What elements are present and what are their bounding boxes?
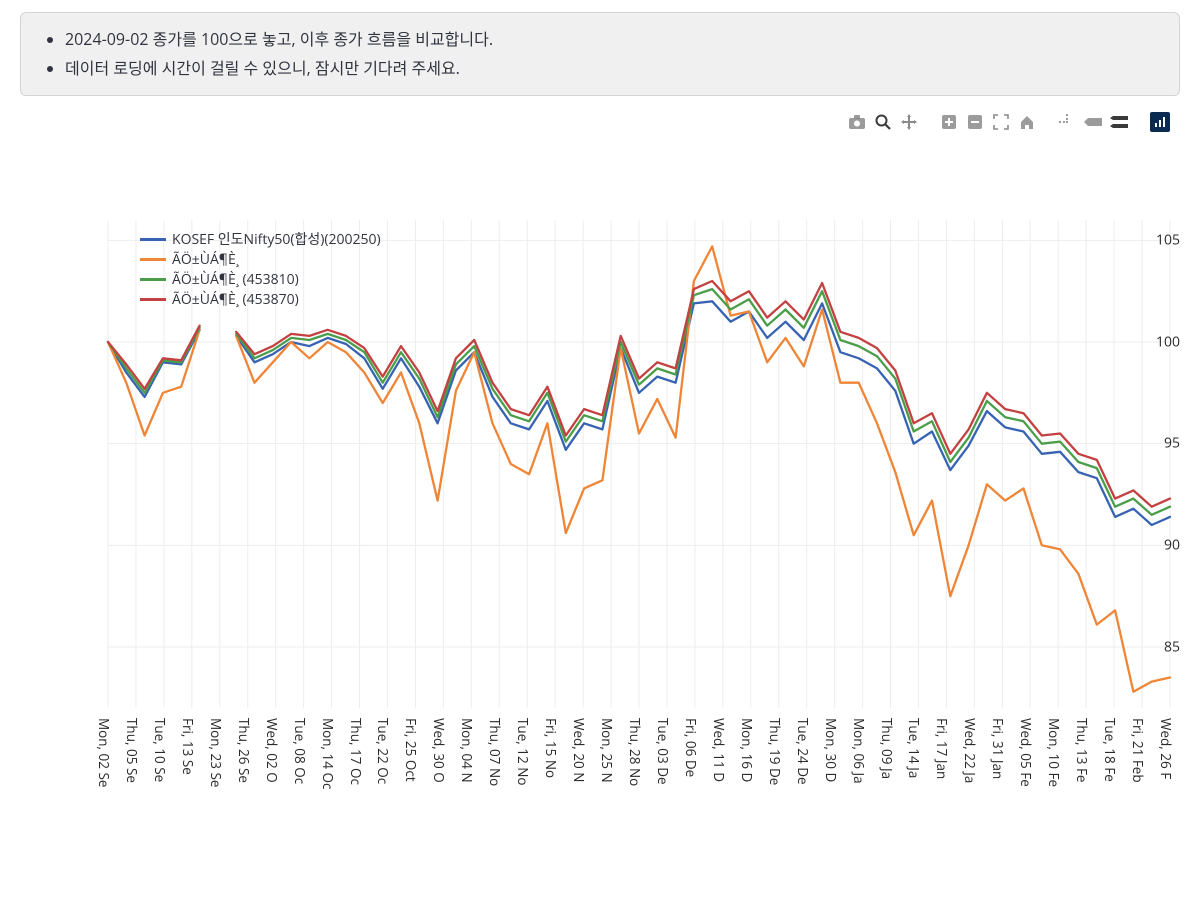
legend-item[interactable]: KOSEF 인도Nifty50(합성)(200250) bbox=[140, 230, 381, 250]
x-tick-label: Tue, 14 Ja bbox=[905, 718, 923, 778]
x-tick-label: Tue, 24 De bbox=[794, 718, 812, 785]
x-tick-label: Thu, 17 Oc bbox=[347, 718, 365, 785]
legend-swatch bbox=[140, 238, 166, 241]
x-tick-label: Wed, 26 F bbox=[1157, 718, 1175, 779]
y-tick-label: 105 bbox=[1106, 230, 1180, 249]
spike-icon[interactable] bbox=[1058, 113, 1076, 131]
x-tick-label: Wed, 30 O bbox=[430, 718, 448, 783]
zoom-out-icon[interactable] bbox=[966, 113, 984, 131]
x-tick-label: Tue, 22 Oc bbox=[374, 718, 392, 784]
x-tick-label: Mon, 06 Ja bbox=[850, 718, 868, 784]
x-tick-label: Tue, 10 Se bbox=[151, 718, 169, 782]
x-tick-label: Thu, 09 Ja bbox=[878, 718, 896, 779]
notice-box: 2024-09-02 종가를 100으로 놓고, 이후 종가 흐름을 비교합니다… bbox=[20, 12, 1180, 96]
x-tick-label: Thu, 26 Se bbox=[235, 718, 253, 783]
x-tick-label: Fri, 15 No bbox=[542, 718, 560, 778]
y-tick-label: 90 bbox=[1106, 535, 1180, 554]
x-tick-label: Tue, 12 No bbox=[514, 718, 532, 786]
x-tick-label: Fri, 25 Oct bbox=[402, 718, 420, 782]
x-tick-label: Wed, 11 D bbox=[710, 718, 728, 782]
compare-icon[interactable] bbox=[1110, 113, 1128, 131]
x-tick-label: Thu, 07 No bbox=[486, 718, 504, 786]
x-tick-label: Mon, 25 N bbox=[598, 718, 616, 783]
legend-item[interactable]: ÃÖ±ÙÁ¶È¸ (453810) bbox=[140, 270, 381, 290]
x-tick-label: Thu, 19 De bbox=[766, 718, 784, 785]
pan-icon[interactable] bbox=[900, 113, 918, 131]
x-tick-label: Fri, 31 Jan bbox=[989, 718, 1007, 779]
x-tick-label: Wed, 02 O bbox=[263, 718, 281, 783]
x-tick-label: Wed, 05 Fe bbox=[1017, 718, 1035, 787]
x-tick-label: Fri, 21 Feb bbox=[1129, 718, 1147, 783]
y-tick-label: 100 bbox=[1106, 332, 1180, 351]
x-tick-label: Thu, 28 No bbox=[626, 718, 644, 786]
zoom-in-icon[interactable] bbox=[940, 113, 958, 131]
x-tick-label: Tue, 18 Fe bbox=[1101, 718, 1119, 782]
x-tick-label: Tue, 08 Oc bbox=[291, 718, 309, 784]
x-tick-label: Mon, 16 D bbox=[738, 718, 756, 782]
x-tick-label: Wed, 22 Ja bbox=[961, 718, 979, 783]
notice-item: 2024-09-02 종가를 100으로 놓고, 이후 종가 흐름을 비교합니다… bbox=[65, 25, 1159, 54]
chart-toolbar bbox=[0, 106, 1200, 138]
legend-label: KOSEF 인도Nifty50(합성)(200250) bbox=[172, 230, 381, 250]
home-icon[interactable] bbox=[1018, 113, 1036, 131]
x-tick-label: Mon, 02 Se bbox=[95, 718, 113, 787]
x-tick-label: Mon, 23 Se bbox=[207, 718, 225, 787]
hover-icon[interactable] bbox=[1084, 113, 1102, 131]
legend-swatch bbox=[140, 278, 166, 281]
legend-item[interactable]: ÃÖ±ÙÁ¶È¸ bbox=[140, 250, 381, 270]
x-tick-label: Thu, 05 Se bbox=[123, 718, 141, 783]
zoom-icon[interactable] bbox=[874, 113, 892, 131]
legend-item[interactable]: ÃÖ±ÙÁ¶È¸ (453870) bbox=[140, 290, 381, 310]
autoscale-icon[interactable] bbox=[992, 113, 1010, 131]
plotly-icon[interactable] bbox=[1150, 112, 1170, 132]
x-tick-label: Thu, 13 Fe bbox=[1073, 718, 1091, 783]
x-tick-label: Mon, 30 D bbox=[822, 718, 840, 782]
y-tick-label: 95 bbox=[1106, 434, 1180, 453]
legend-label: ÃÖ±ÙÁ¶È¸ bbox=[172, 250, 239, 270]
x-tick-label: Wed, 20 N bbox=[570, 718, 588, 782]
chart-legend: KOSEF 인도Nifty50(합성)(200250)ÃÖ±ÙÁ¶È¸ÃÖ±ÙÁ… bbox=[140, 230, 381, 310]
chart: KOSEF 인도Nifty50(합성)(200250)ÃÖ±ÙÁ¶È¸ÃÖ±ÙÁ… bbox=[20, 148, 1180, 858]
x-tick-label: Fri, 13 Se bbox=[179, 718, 197, 775]
legend-label: ÃÖ±ÙÁ¶È¸ (453870) bbox=[172, 290, 299, 310]
legend-swatch bbox=[140, 258, 166, 261]
x-tick-label: Fri, 17 Jan bbox=[933, 718, 951, 779]
x-tick-label: Mon, 14 Oc bbox=[319, 718, 337, 789]
x-tick-label: Mon, 04 N bbox=[458, 718, 476, 783]
camera-icon[interactable] bbox=[848, 113, 866, 131]
legend-swatch bbox=[140, 298, 166, 301]
notice-item: 데이터 로딩에 시간이 걸릴 수 있으니, 잠시만 기다려 주세요. bbox=[65, 54, 1159, 83]
legend-label: ÃÖ±ÙÁ¶È¸ (453810) bbox=[172, 270, 299, 290]
x-tick-label: Tue, 03 De bbox=[654, 718, 672, 785]
x-tick-label: Mon, 10 Fe bbox=[1045, 718, 1063, 787]
x-tick-label: Fri, 06 De bbox=[682, 718, 700, 777]
y-tick-label: 85 bbox=[1106, 637, 1180, 656]
